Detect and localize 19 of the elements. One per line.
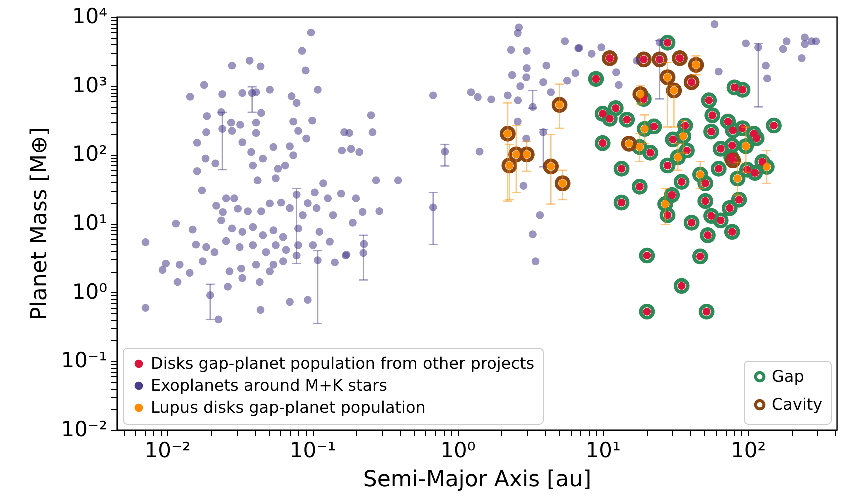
y-tick-label: 10⁴ [72,4,108,28]
y-axis-title: Planet Mass [M⊕] [27,128,52,320]
x-tick-label: 10² [730,438,766,462]
y-tick-label: 10³ [72,73,108,98]
legend-label: Lupus disks gap-planet population [151,398,426,417]
y-tick-label: 10¹ [72,211,108,235]
x-tick-label: 10¹ [586,438,621,462]
y-tick-label: 10⁻² [61,418,108,442]
y-tick-label: 10⁰ [72,280,108,304]
legend-label: Exoplanets around M+K stars [151,376,388,395]
y-tick-label: 10² [72,142,108,166]
x-tick-label: 10⁰ [440,438,476,462]
x-axis-title: Semi-Major Axis [au] [363,468,592,492]
x-tick-label: 10⁻² [144,438,191,462]
y-tick-label: 10⁻¹ [61,348,108,373]
legend-label: Gap [772,367,804,386]
legend-label: Cavity [772,395,823,414]
x-tick-label: 10⁻¹ [290,438,336,462]
legend-label: Disks gap-planet population from other projects [151,354,535,373]
